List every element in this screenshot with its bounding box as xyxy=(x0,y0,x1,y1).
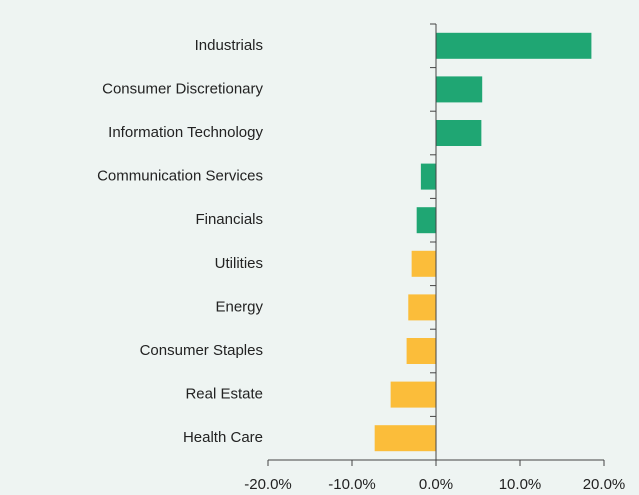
bar xyxy=(436,76,483,103)
y-tick-label: Energy xyxy=(215,298,263,315)
y-tick-label: Financials xyxy=(195,211,263,228)
bar xyxy=(390,381,436,408)
y-tick-label: Information Technology xyxy=(108,124,263,141)
y-tick-label: Consumer Staples xyxy=(140,342,263,359)
bar xyxy=(436,32,592,59)
x-tick-label: 0.0% xyxy=(419,476,453,493)
x-tick-label: -20.0% xyxy=(244,476,292,493)
y-tick-label: Utilities xyxy=(215,255,263,272)
bar xyxy=(416,207,436,234)
bar xyxy=(420,163,436,190)
bar xyxy=(411,250,436,277)
y-tick-label: Industrials xyxy=(195,37,263,54)
x-tick-label: 20.0% xyxy=(583,476,626,493)
x-tick-label: 10.0% xyxy=(499,476,542,493)
y-tick-label: Communication Services xyxy=(97,168,263,185)
y-tick-label: Health Care xyxy=(183,429,263,446)
y-tick-label: Real Estate xyxy=(185,386,263,403)
x-tick-label: -10.0% xyxy=(328,476,376,493)
bar xyxy=(374,425,436,452)
bar xyxy=(406,338,436,364)
bar xyxy=(408,294,436,321)
bar xyxy=(436,120,482,146)
y-tick-label: Consumer Discretionary xyxy=(102,80,263,97)
